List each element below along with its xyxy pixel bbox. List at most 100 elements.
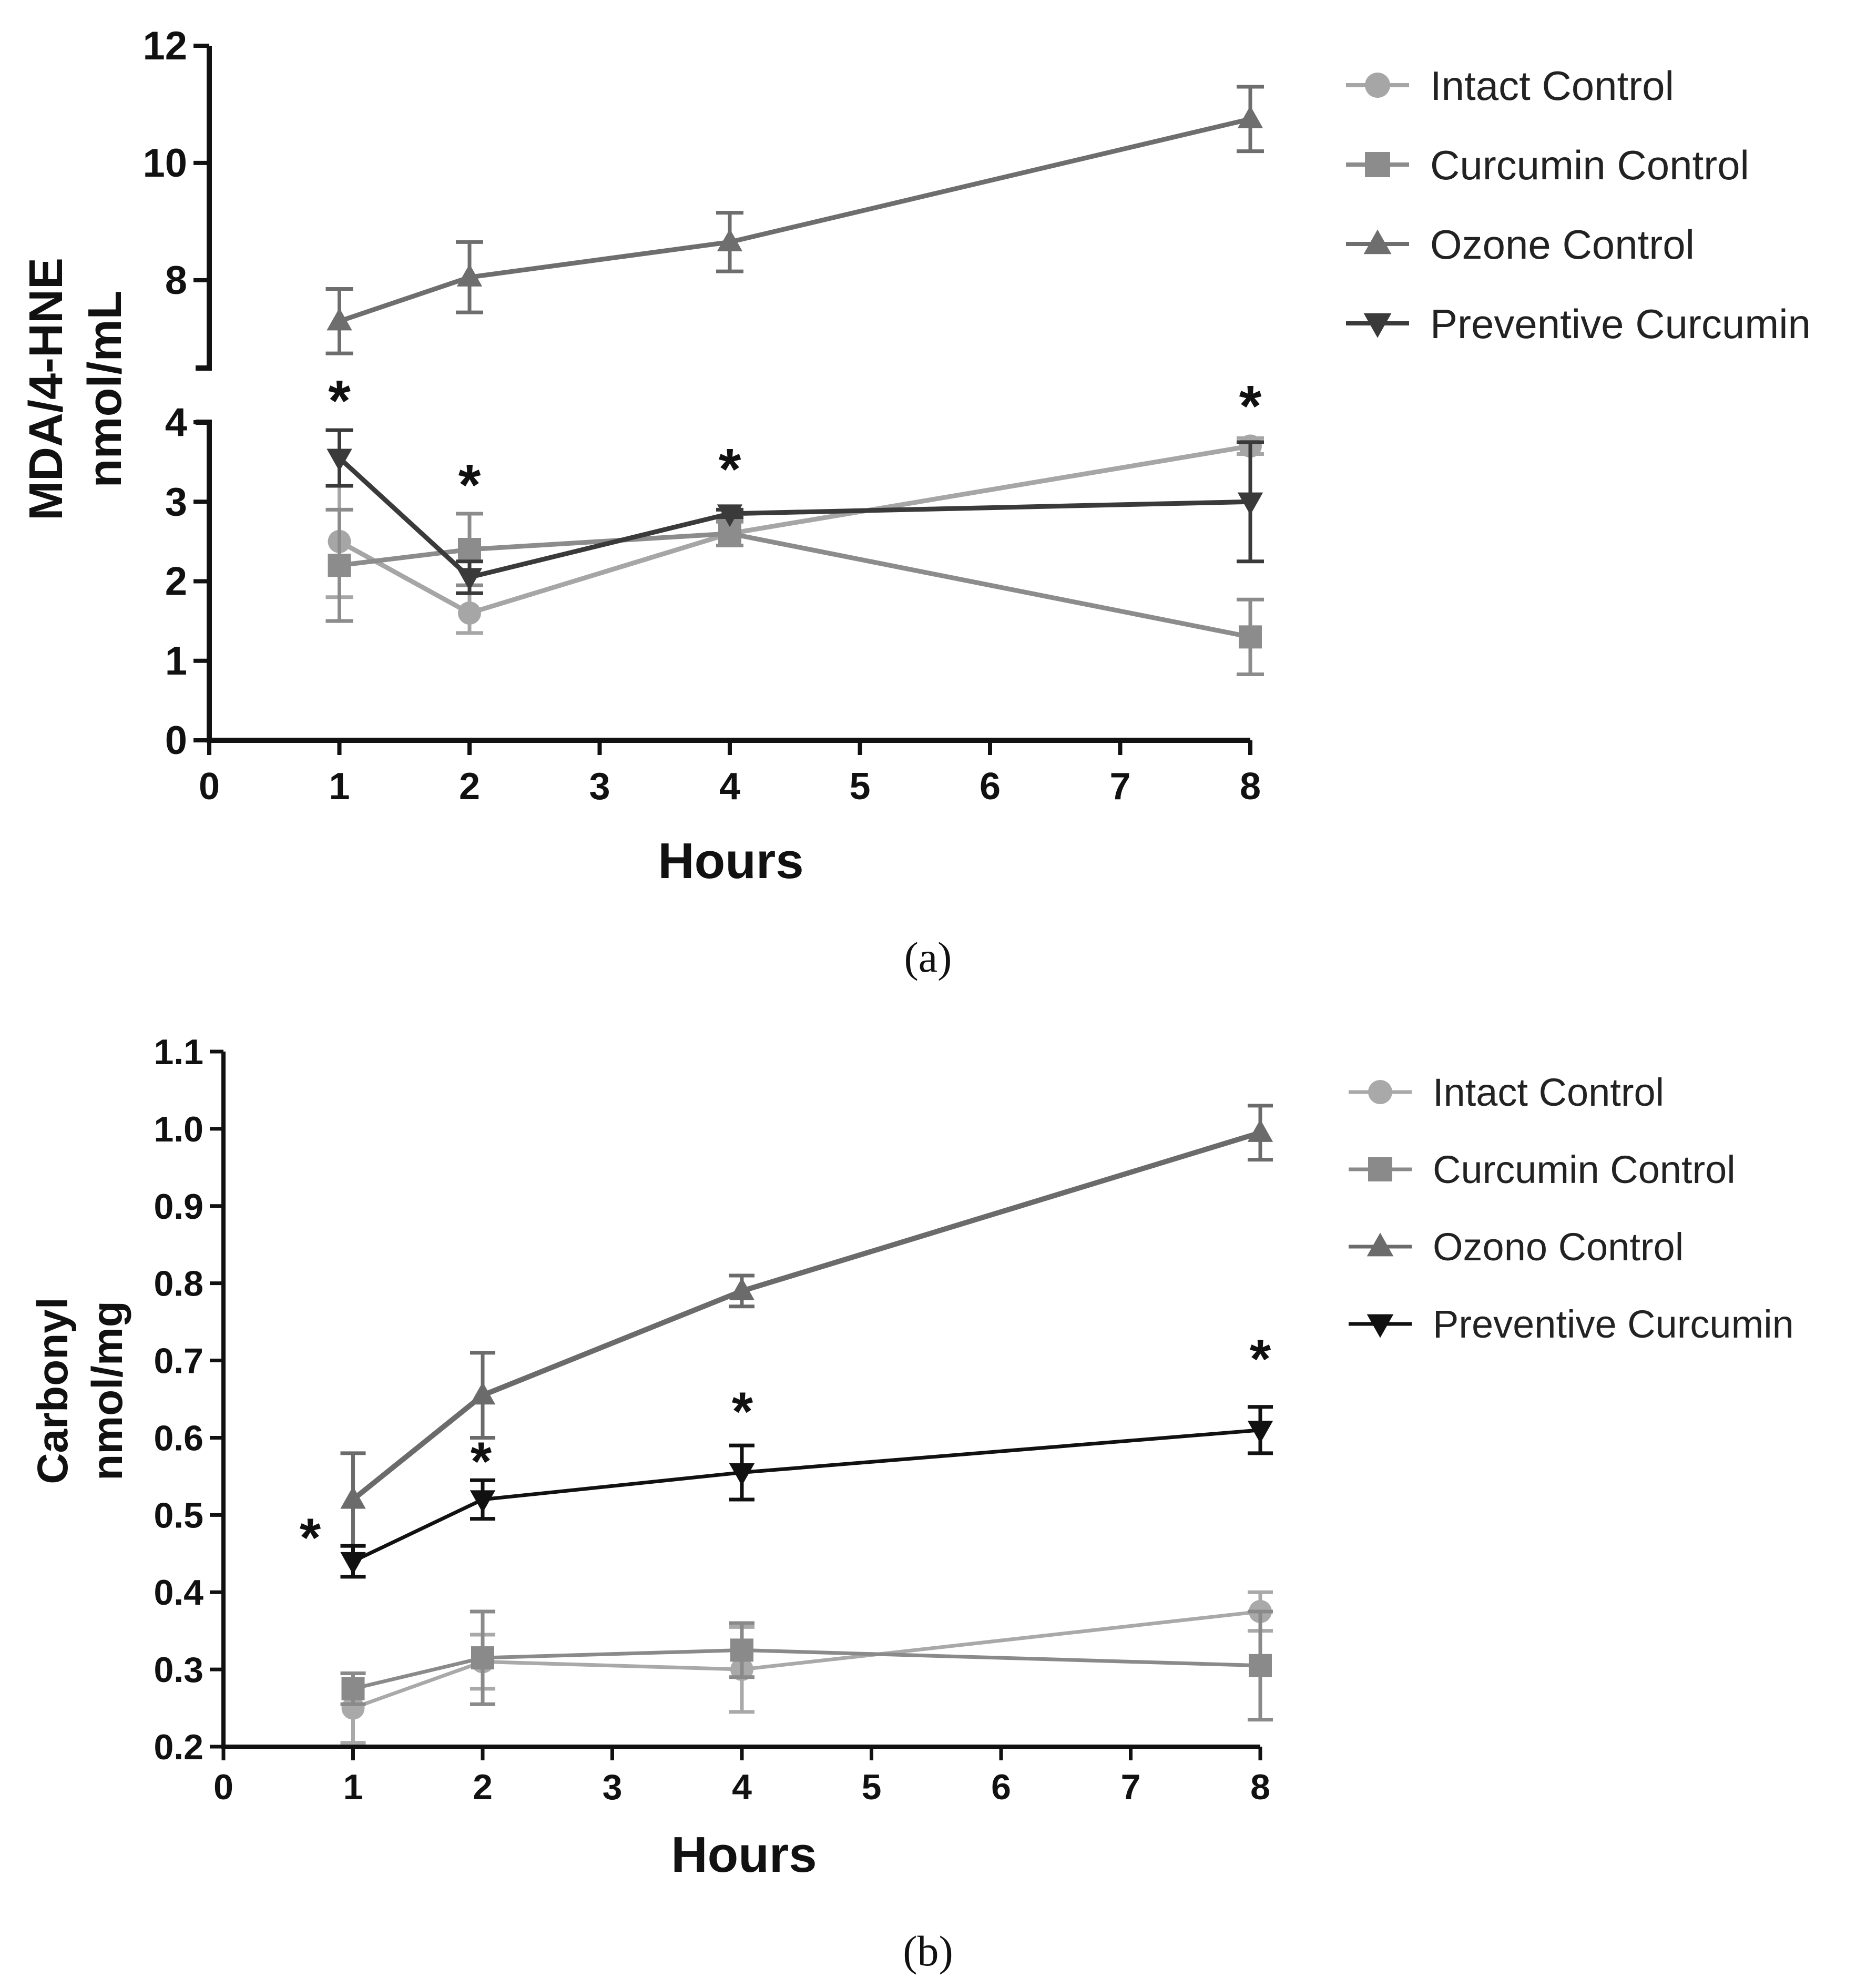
panel-b-legend-marker-preventive-curcumin bbox=[1366, 1314, 1394, 1338]
panel-a-significance-star-1: * bbox=[328, 369, 351, 433]
panel-b-axes: 0 1 2 3 4 5 6 7 8 0.2 0.3 0.4 0.5 0.6 0.7 0.8 0.9 1.0 1.1 bbox=[154, 1032, 1270, 1807]
panel-b-x-tick-label-5: 5 bbox=[862, 1767, 882, 1807]
panel-a-x-tick-label-8: 8 bbox=[1240, 766, 1261, 808]
panel-a-legend: Intact Control Curcumin Control Ozone Cont… bbox=[1346, 63, 1811, 347]
panel-b-point-preventive-curcumin-8 bbox=[1247, 1421, 1273, 1444]
panel-b-point-intact-control-1 bbox=[341, 1696, 365, 1720]
panel-b-y-tick-label-1.1: 1.1 bbox=[154, 1032, 203, 1072]
panel-a-legend-label-ozone-control: Ozone Control bbox=[1430, 221, 1695, 268]
panel-b-legend-marker-curcumin-control bbox=[1368, 1157, 1392, 1181]
panel-a-y-tick-label-2: 2 bbox=[165, 559, 187, 604]
panel-a-significance-star-8: * bbox=[1239, 374, 1262, 439]
panel-b-point-curcumin-control-1 bbox=[341, 1677, 365, 1700]
panel-a-legend-label-intact-control: Intact Control bbox=[1430, 63, 1674, 109]
panel-b-x-axis-title: Hours bbox=[671, 1827, 817, 1883]
panel-b-legend-marker-intact-control bbox=[1368, 1080, 1392, 1104]
panel-b-y-tick-label-0.9: 0.9 bbox=[154, 1187, 203, 1227]
panel-a-y-axis-title-line1: MDA/4-HNE bbox=[20, 258, 73, 521]
panel-a-point-preventive-curcumin-4 bbox=[717, 504, 743, 527]
panel-a-x-tick-label-7: 7 bbox=[1109, 766, 1130, 808]
panel-b-point-preventive-curcumin-2 bbox=[470, 1490, 496, 1513]
panel-a-x-axis-title: Hours bbox=[658, 833, 803, 889]
panel-a-significance-star-4: * bbox=[719, 437, 741, 502]
panel-a-x-tick-label-4: 4 bbox=[719, 766, 740, 808]
panel-a-line-ozone-control bbox=[339, 116, 1251, 324]
panel-b-x-tick-label-4: 4 bbox=[732, 1767, 752, 1807]
panel-a-y-tick-label-4: 4 bbox=[165, 400, 187, 445]
panel-b-legend-label-curcumin-control: Curcumin Control bbox=[1433, 1148, 1736, 1191]
panel-a-significance-star-2: * bbox=[458, 453, 481, 517]
panel-a-y-tick-label-0: 0 bbox=[165, 718, 187, 763]
panel-a-x-tick-label-0: 0 bbox=[199, 766, 220, 808]
panel-b-y-axis-title-line2: nmol/mg bbox=[84, 1301, 131, 1481]
panel-a-legend-marker-preventive-curcumin bbox=[1363, 313, 1392, 338]
panel-b-point-curcumin-control-2 bbox=[471, 1646, 494, 1670]
panel-b-y-tick-label-0.3: 0.3 bbox=[154, 1650, 203, 1690]
panel-a-y-axis-title-line2: nmol/mL bbox=[79, 291, 131, 488]
panel-a-y-tick-label-1: 1 bbox=[165, 639, 187, 684]
panel-a-point-preventive-curcumin-2 bbox=[456, 568, 483, 591]
panel-a-point-preventive-curcumin-1 bbox=[327, 448, 352, 472]
panel-b-caption: (b) bbox=[903, 1927, 953, 1975]
panel-b-point-ozono-control-4 bbox=[729, 1278, 755, 1300]
panel-b: 0 1 2 3 4 5 6 7 80.20.30.40.50.60.70.80.91.01.1 … bbox=[29, 1032, 1794, 1975]
panel-a-point-preventive-curcumin-8 bbox=[1237, 492, 1263, 515]
panel-b-y-tick-label-0.5: 0.5 bbox=[154, 1495, 203, 1535]
panel-a-point-ozone-control-1 bbox=[327, 308, 352, 331]
panel-b-x-tick-label-2: 2 bbox=[473, 1767, 493, 1807]
panel-a-y-tick-label-12: 12 bbox=[142, 24, 187, 68]
panel-a-legend-marker-curcumin-control bbox=[1365, 152, 1390, 177]
panel-b-significance-star-1: * bbox=[300, 1507, 321, 1568]
panel-b-legend-label-ozono-control: Ozono Control bbox=[1433, 1225, 1684, 1269]
panel-b-x-tick-label-8: 8 bbox=[1250, 1767, 1270, 1807]
panel-b-point-ozono-control-1 bbox=[340, 1486, 366, 1509]
panel-a-point-intact-control-2 bbox=[458, 602, 481, 625]
panel-a-point-ozone-control-8 bbox=[1237, 106, 1263, 128]
panel-a-series: * * * * bbox=[325, 85, 1264, 676]
panel-b-point-preventive-curcumin-4 bbox=[729, 1463, 755, 1486]
panel-b-significance-star-4: * bbox=[732, 1381, 753, 1442]
panel-a-legend-label-preventive-curcumin: Preventive Curcumin bbox=[1430, 301, 1811, 347]
panel-b-y-tick-label-0.6: 0.6 bbox=[154, 1418, 203, 1458]
panel-b-significance-star-2: * bbox=[471, 1431, 492, 1492]
panel-a-point-curcumin-control-8 bbox=[1239, 625, 1262, 649]
panel-a-x-tick-label-5: 5 bbox=[849, 766, 870, 808]
panel-a-x-tick-label-6: 6 bbox=[980, 766, 1001, 808]
panel-b-line-preventive-curcumin bbox=[352, 1428, 1261, 1563]
panel-a-line-intact-control bbox=[338, 443, 1251, 616]
panel-a-legend-label-curcumin-control: Curcumin Control bbox=[1430, 142, 1749, 188]
panel-b-x-tick-label-7: 7 bbox=[1121, 1767, 1141, 1807]
panel-b-point-preventive-curcumin-1 bbox=[340, 1552, 366, 1575]
panel-a-x-tick-label-1: 1 bbox=[329, 766, 350, 808]
panel-b-y-tick-label-0.8: 0.8 bbox=[154, 1264, 203, 1304]
panel-a-x-tick-label-3: 3 bbox=[589, 766, 610, 808]
panel-b-x-tick-label-0: 0 bbox=[213, 1767, 233, 1807]
panel-b-point-curcumin-control-8 bbox=[1249, 1654, 1272, 1677]
panel-b-y-tick-label-0.7: 0.7 bbox=[154, 1341, 203, 1381]
panel-a-line-preventive-curcumin bbox=[338, 456, 1251, 580]
panel-a-y-tick-label-3: 3 bbox=[165, 480, 187, 524]
panel-b-point-curcumin-control-4 bbox=[730, 1638, 753, 1662]
panel-b-legend: Intact Control Curcumin Control Ozono Cont… bbox=[1349, 1071, 1794, 1346]
panel-b-x-tick-label-1: 1 bbox=[343, 1767, 363, 1807]
panel-b-y-axis-title-line1: Carbonyl bbox=[29, 1297, 77, 1484]
panel-b-point-ozono-control-2 bbox=[470, 1382, 496, 1405]
panel-a-point-ozone-control-4 bbox=[717, 229, 743, 251]
panel-b-y-tick-label-0.4: 0.4 bbox=[154, 1573, 203, 1613]
panel-b-line-intact-control bbox=[352, 1609, 1261, 1710]
panel-b-legend-marker-ozono-control bbox=[1366, 1232, 1394, 1257]
panel-b-y-tick-label-0.2: 0.2 bbox=[154, 1727, 203, 1767]
panel-a-legend-marker-ozone-control bbox=[1363, 229, 1392, 254]
panel-b-point-ozono-control-8 bbox=[1247, 1119, 1273, 1142]
panel-a-y-tick-label-8: 8 bbox=[165, 258, 187, 303]
panel-a-caption: (a) bbox=[904, 933, 952, 981]
panel-b-y-tick-label-1.0: 1.0 bbox=[154, 1109, 203, 1149]
panel-a-y-tick-label-10: 10 bbox=[142, 141, 187, 186]
panel-b-significance-star-8: * bbox=[1250, 1329, 1271, 1390]
panel-a-legend-marker-intact-control bbox=[1365, 73, 1390, 98]
panel-a-x-tick-label-2: 2 bbox=[459, 766, 480, 808]
panel-b-legend-label-preventive-curcumin: Preventive Curcumin bbox=[1433, 1302, 1794, 1346]
panel-b-line-ozono-control bbox=[351, 1130, 1261, 1502]
